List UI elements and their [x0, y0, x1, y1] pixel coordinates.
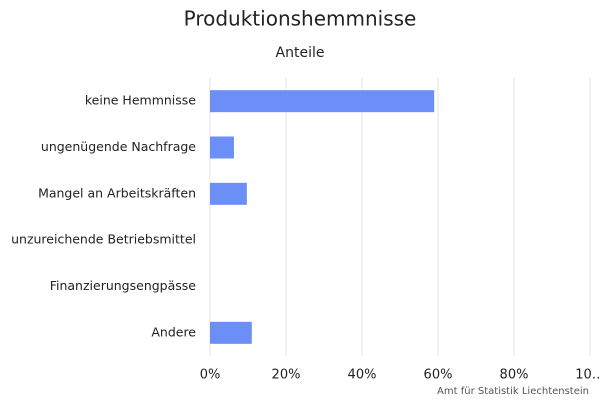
- y-tick-label: ungenügende Nachfrage: [41, 139, 196, 154]
- y-tick-label: Andere: [151, 324, 196, 339]
- x-tick-label: 60%: [424, 368, 453, 383]
- x-tick-label: 20%: [272, 368, 301, 383]
- chart-title: Produktionshemmnisse: [184, 7, 417, 31]
- bar: [210, 90, 435, 113]
- x-tick-label: 0%: [200, 368, 221, 383]
- x-tick-label: 80%: [500, 368, 529, 383]
- bar: [210, 136, 234, 159]
- x-tick-label: 40%: [348, 368, 377, 383]
- x-tick-label: 10…: [575, 368, 600, 383]
- y-tick-label: Mangel an Arbeitskräften: [38, 185, 196, 200]
- credit: Amt für Statistik Liechtenstein: [437, 386, 589, 397]
- y-tick-label: keine Hemmnisse: [85, 93, 196, 108]
- bar: [210, 182, 247, 205]
- bar: [210, 321, 252, 344]
- y-tick-label: Finanzierungsengpässe: [50, 278, 197, 293]
- y-tick-label: unzureichende Betriebsmittel: [11, 232, 196, 247]
- chart-subtitle: Anteile: [276, 45, 325, 61]
